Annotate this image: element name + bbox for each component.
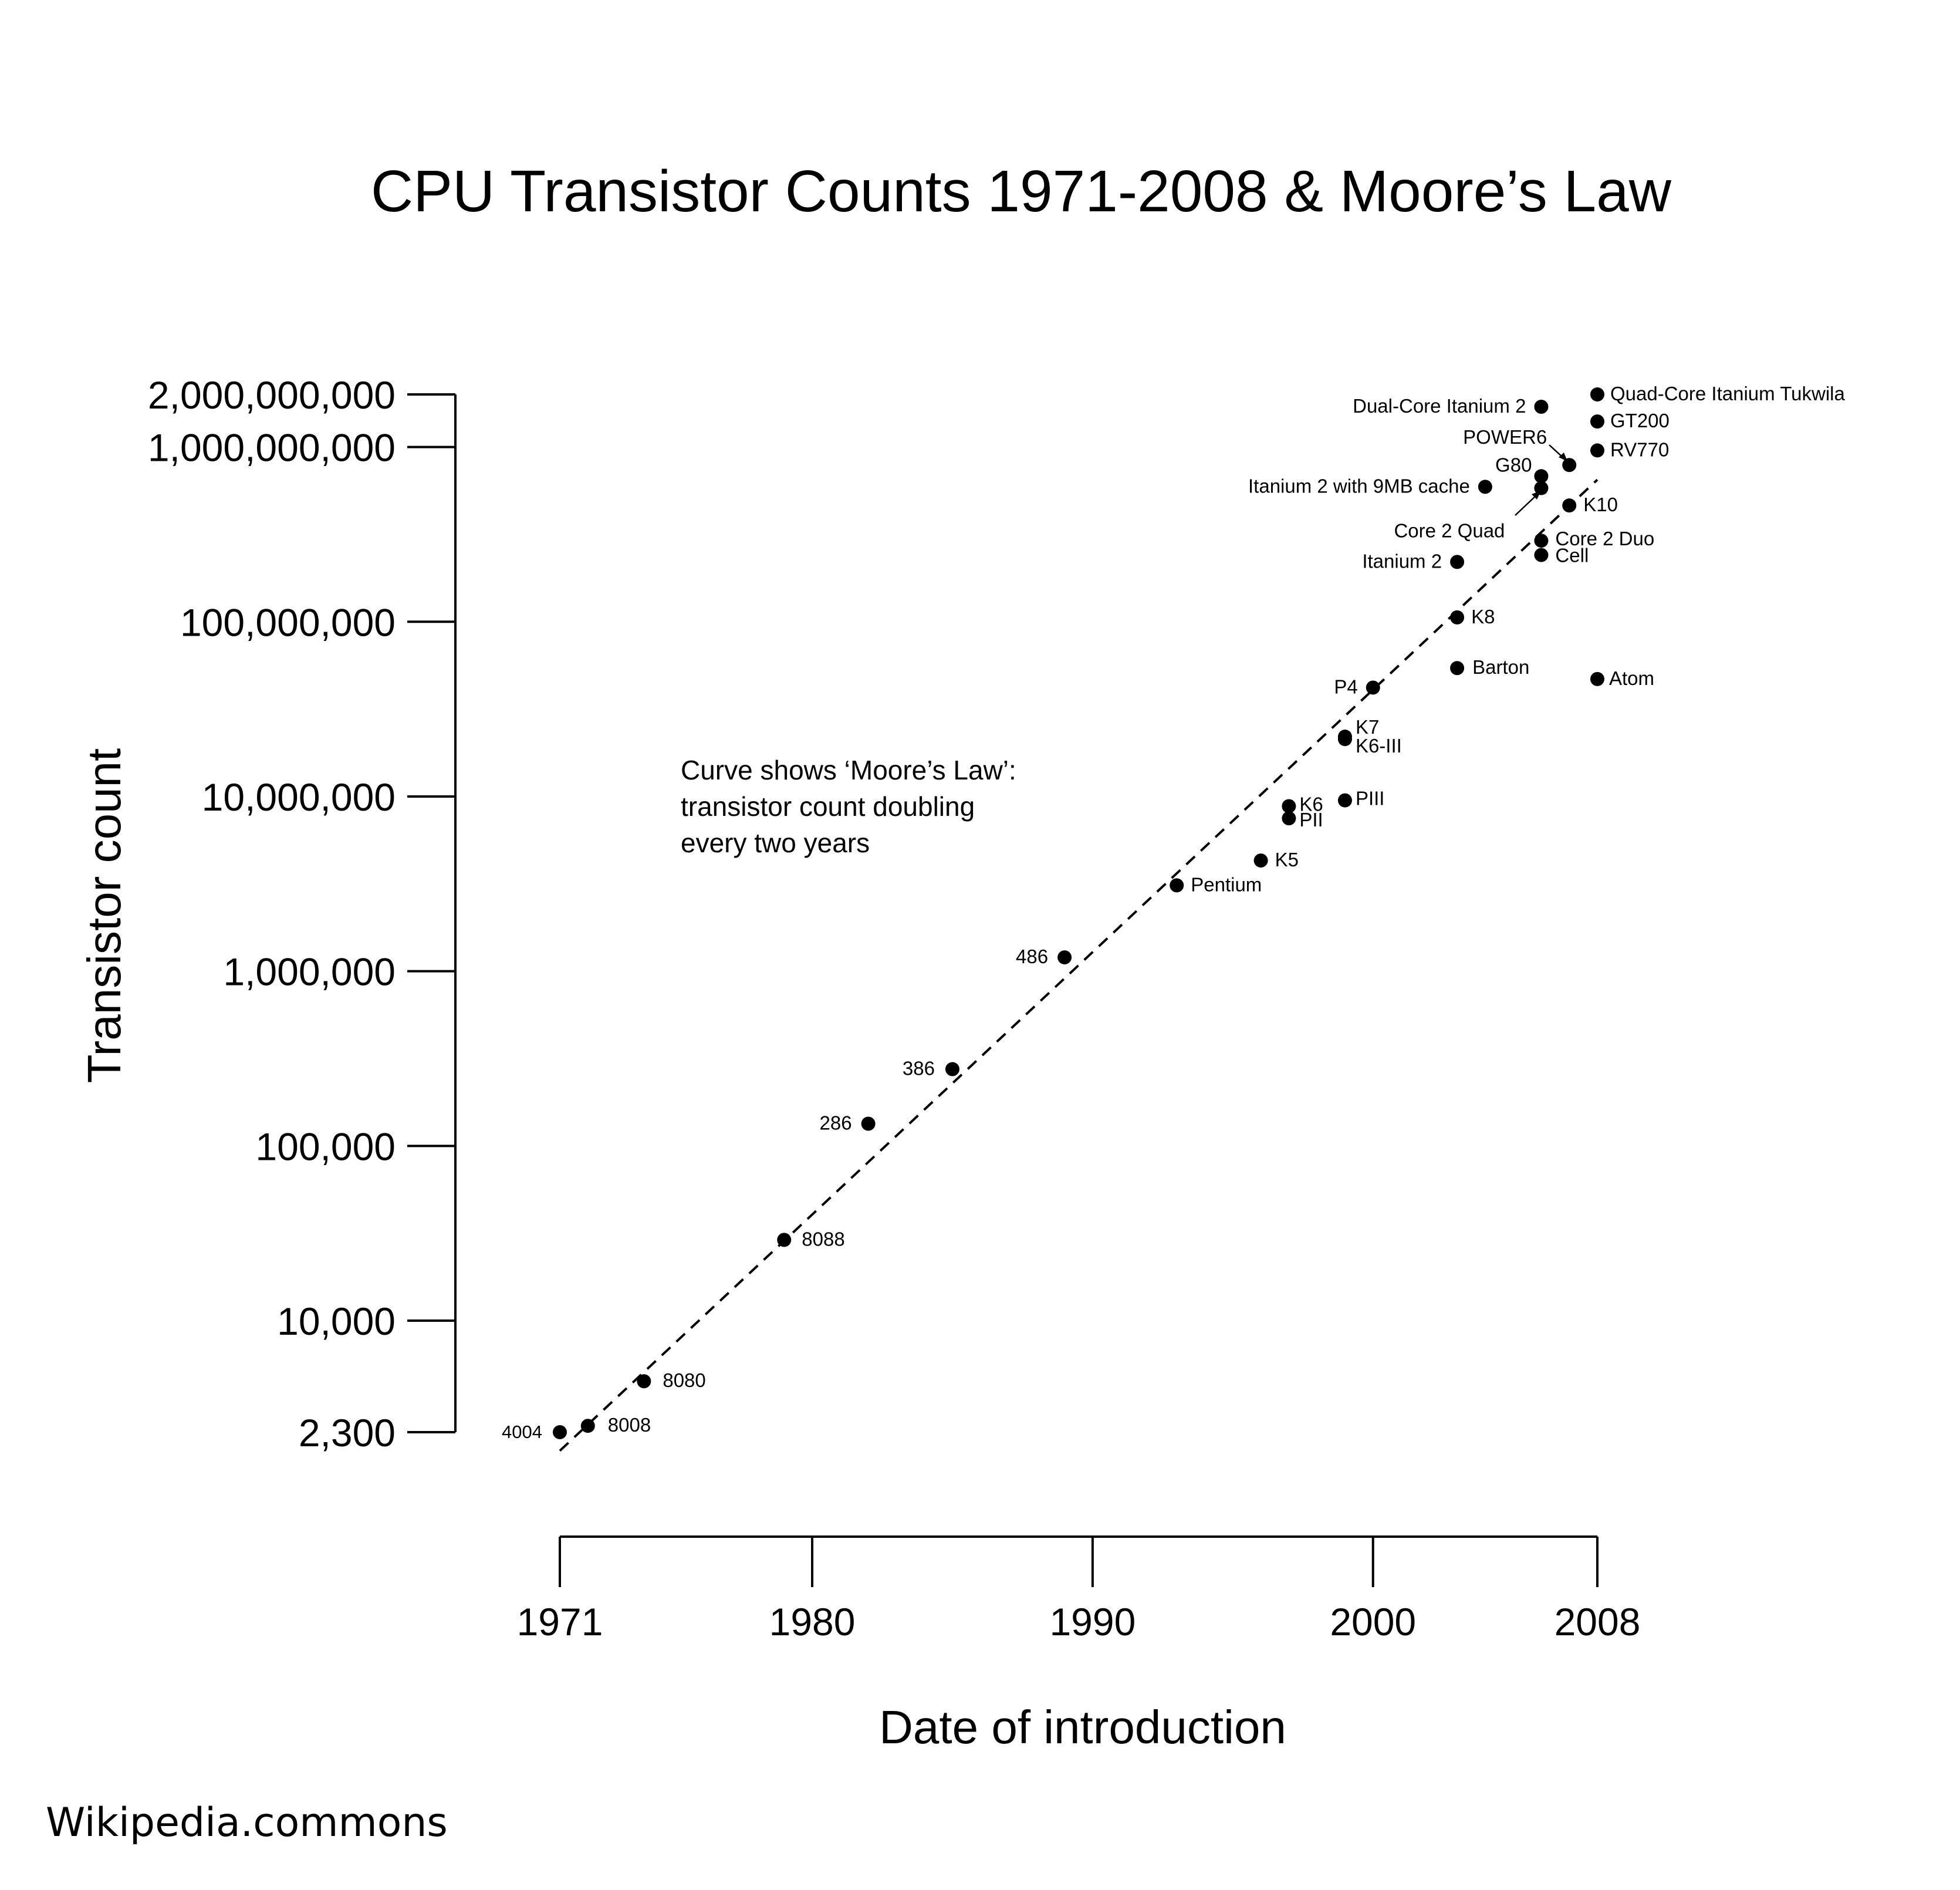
- data-point: [945, 1062, 959, 1076]
- data-point-label: G80: [1495, 454, 1532, 475]
- data-point-label: GT200: [1610, 410, 1670, 431]
- annotation-line-2: transistor count doubling: [681, 791, 975, 822]
- data-point-label: K8: [1471, 606, 1495, 627]
- data-point-label: Core 2 Quad: [1394, 520, 1505, 542]
- data-point-label: Itanium 2: [1362, 550, 1442, 572]
- data-point-label: Itanium 2 with 9MB cache: [1248, 475, 1470, 497]
- annotation-line-3: every two years: [681, 828, 870, 858]
- data-point-label: Quad-Core Itanium Tukwila: [1610, 383, 1845, 404]
- data-point-label: K6-III: [1356, 735, 1402, 757]
- data-point: [1057, 950, 1072, 965]
- x-tick-label: 1971: [517, 1600, 603, 1643]
- data-point-label: 4004: [502, 1422, 542, 1442]
- data-point: [1450, 661, 1465, 676]
- power6-arrowhead: [1559, 453, 1567, 461]
- data-point: [1590, 414, 1604, 429]
- data-point-label: Atom: [1609, 667, 1654, 689]
- data-point-label: 486: [1016, 946, 1048, 967]
- data-point: [637, 1374, 651, 1389]
- data-point: [1534, 469, 1549, 484]
- data-point: [1562, 498, 1577, 513]
- y-tick-label: 2,000,000,000: [148, 373, 396, 417]
- data-point: [1337, 793, 1352, 808]
- y-tick-label: 10,000,000: [202, 775, 396, 819]
- data-point: [1282, 811, 1296, 826]
- y-tick-label: 100,000: [255, 1125, 396, 1168]
- core-2-quad-pointer: [1515, 494, 1538, 516]
- data-point-label: K5: [1275, 849, 1299, 870]
- data-point: [1366, 680, 1380, 695]
- data-point: [580, 1419, 595, 1433]
- data-point: [1478, 480, 1492, 494]
- data-point-label: POWER6: [1463, 426, 1547, 448]
- data-point-label: Dual-Core Itanium 2: [1353, 395, 1526, 417]
- data-point: [1534, 534, 1549, 548]
- data-point: [1282, 799, 1296, 814]
- data-point-label: K10: [1583, 494, 1618, 515]
- y-tick-label: 100,000,000: [180, 600, 396, 644]
- y-tick-label: 1,000,000,000: [148, 426, 396, 470]
- data-point-label: 386: [903, 1058, 935, 1079]
- y-tick-label: 10,000: [277, 1300, 396, 1343]
- x-tick-label: 2008: [1555, 1600, 1641, 1643]
- y-axis-ticks: 2,300 10,000 100,000 1,000,000 10,000,000 100…: [148, 373, 455, 1454]
- data-point-label: Core 2 Duo: [1555, 528, 1654, 549]
- data-point: [1534, 548, 1549, 562]
- y-tick-label: 2,300: [299, 1411, 396, 1454]
- x-axis-label: Date of introduction: [879, 1701, 1286, 1753]
- data-point: [553, 1425, 567, 1439]
- data-point-label: 8080: [663, 1369, 705, 1391]
- data-point-label: Pentium: [1191, 873, 1262, 895]
- credit: Wikipedia.commons: [46, 1800, 448, 1846]
- data-point: [1534, 400, 1549, 414]
- data-point: [1450, 555, 1465, 569]
- data-point-label: K6: [1299, 793, 1323, 815]
- moores-law-trend-line: [559, 478, 1599, 1452]
- x-tick-label: 1990: [1049, 1600, 1136, 1643]
- data-point-label: PIII: [1356, 788, 1385, 809]
- data-point-label: P4: [1334, 676, 1357, 697]
- annotation-line-1: Curve shows ‘Moore’s Law’:: [681, 755, 1016, 785]
- core-2-quad-arrowhead: [1532, 491, 1541, 500]
- x-axis-ticks: 1971 1980 1990 2000 2008: [517, 1537, 1641, 1643]
- data-point: [1590, 443, 1604, 458]
- data-point: [1590, 387, 1604, 401]
- y-tick-label: 1,000,000: [223, 950, 396, 994]
- data-point-label: Cell: [1555, 545, 1589, 566]
- data-point: [1253, 853, 1268, 868]
- data-point: [777, 1233, 792, 1247]
- chart-title: CPU Transistor Counts 1971-2008 & Moore’…: [371, 158, 1672, 224]
- data-point: [1170, 878, 1184, 893]
- data-point: [1590, 671, 1604, 686]
- data-point-label: 8088: [802, 1228, 844, 1250]
- annotation: Curve shows ‘Moore’s Law’: transistor co…: [681, 755, 1016, 858]
- data-point-label: 286: [820, 1112, 852, 1133]
- data-point-label: PII: [1299, 809, 1323, 831]
- data-point: [861, 1116, 876, 1131]
- x-tick-label: 2000: [1330, 1600, 1416, 1643]
- data-point: [1337, 732, 1352, 747]
- data-point-label: K7: [1356, 716, 1379, 738]
- data-points: [553, 387, 1604, 1439]
- data-point: [1450, 610, 1465, 625]
- data-point: [1534, 481, 1549, 495]
- data-point: [1562, 458, 1577, 473]
- x-tick-label: 1980: [769, 1600, 856, 1643]
- data-point-label: 8008: [608, 1414, 651, 1436]
- y-axis-label: Transistor count: [78, 748, 130, 1084]
- data-point-label: RV770: [1610, 438, 1669, 460]
- data-point-label: Barton: [1472, 656, 1529, 678]
